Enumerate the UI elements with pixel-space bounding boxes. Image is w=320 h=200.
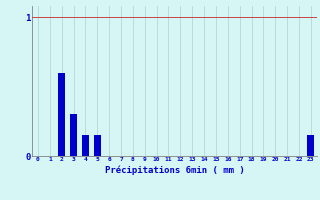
Bar — [70, 114, 77, 156]
Bar — [307, 135, 315, 156]
Bar — [94, 135, 101, 156]
Bar — [58, 73, 65, 156]
X-axis label: Précipitations 6min ( mm ): Précipitations 6min ( mm ) — [105, 165, 244, 175]
Bar — [82, 135, 89, 156]
